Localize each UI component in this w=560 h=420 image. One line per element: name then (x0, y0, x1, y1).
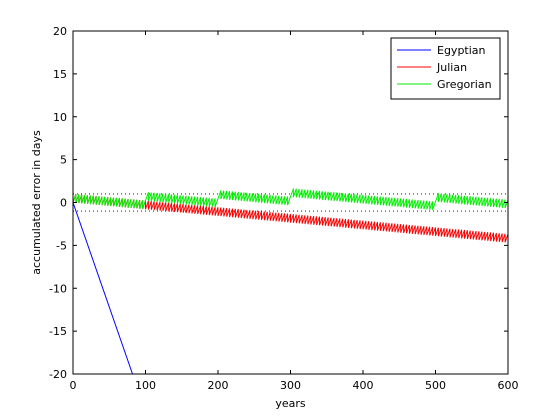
ticks: 0 100 200 300 400 500 600 -20 -15 -10 -5 0 5 10 15 20 (49, 25, 518, 392)
y-tick-label: 15 (53, 68, 67, 81)
series-group (73, 188, 508, 374)
x-tick-label: 0 (70, 379, 77, 392)
legend-label-julian: Julian (436, 61, 467, 74)
y-tick-label: 5 (60, 154, 67, 167)
legend-box (390, 37, 501, 100)
legend: Egyptian Julian Gregorian (390, 37, 501, 100)
legend-label-egyptian: Egyptian (437, 44, 486, 57)
y-tick-label: -10 (49, 282, 67, 295)
series-line-egyptian (73, 202, 133, 374)
x-tick-label: 600 (498, 379, 519, 392)
x-tick-label: 200 (208, 379, 229, 392)
y-tick-label: 20 (53, 25, 67, 38)
reference-lines (73, 193, 508, 212)
y-tick-label: 10 (53, 111, 67, 124)
x-tick-label: 400 (353, 379, 374, 392)
y-tick-label: -15 (49, 325, 67, 338)
x-axis-label: years (275, 397, 306, 410)
legend-label-gregorian: Gregorian (437, 78, 492, 91)
y-tick-label: 0 (60, 197, 67, 210)
series-line-julian (73, 194, 508, 243)
y-axis-label: accumulated error in days (30, 130, 43, 275)
y-tick-label: -5 (56, 239, 67, 252)
x-tick-label: 100 (135, 379, 156, 392)
y-tick-label: -20 (49, 368, 67, 381)
x-tick-label: 500 (425, 379, 446, 392)
x-tick-label: 300 (280, 379, 301, 392)
series-line-gregorian (73, 188, 508, 211)
